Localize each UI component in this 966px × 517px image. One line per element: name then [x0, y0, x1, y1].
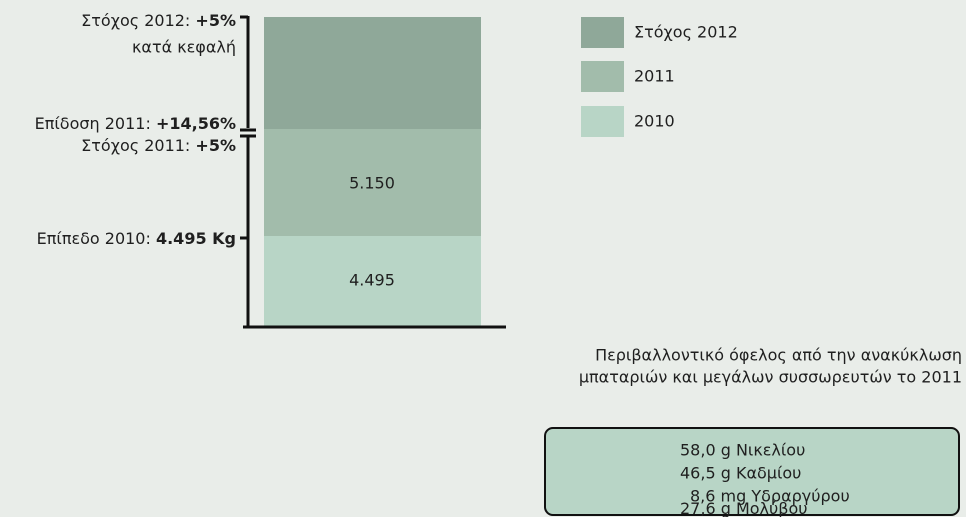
- info-box: [544, 427, 960, 516]
- box-line: 58,0 g Νικελίου: [680, 441, 805, 460]
- box-line: 27,6 g Μολύβου: [680, 499, 808, 517]
- segment-label: 5.150: [349, 174, 395, 193]
- annotation: Στόχος 2011: +5%: [81, 136, 236, 155]
- annotation: Επίπεδο 2010: 4.495 Kg: [37, 229, 236, 248]
- box-line: 46,5 g Καδμίου: [680, 464, 801, 483]
- box-title: Περιβαλλοντικό όφελος από την ανακύκλωση: [595, 346, 962, 365]
- box-line: 8,6 mg Υδραργύρου: [690, 487, 850, 506]
- annotation: Στόχος 2012: +5%: [81, 11, 236, 30]
- segment-label: 4.495: [349, 271, 395, 290]
- segment-2011: [264, 129, 481, 236]
- segment-2010: [264, 236, 481, 326]
- legend-swatch: [581, 61, 624, 92]
- annotation: Επίδοση 2011: +14,56%: [35, 114, 236, 133]
- axis: [240, 15, 506, 329]
- annotation: κατά κεφαλή: [132, 38, 236, 57]
- legend-label: 2010: [634, 112, 675, 131]
- legend-swatch: [581, 17, 624, 48]
- legend-label: Στόχος 2012: [634, 23, 738, 42]
- legend-label: 2011: [634, 67, 675, 86]
- segment-2012: [264, 17, 481, 129]
- legend-swatch: [581, 106, 624, 137]
- box-title: μπαταριών και μεγάλων συσσωρευτών το 201…: [579, 368, 962, 387]
